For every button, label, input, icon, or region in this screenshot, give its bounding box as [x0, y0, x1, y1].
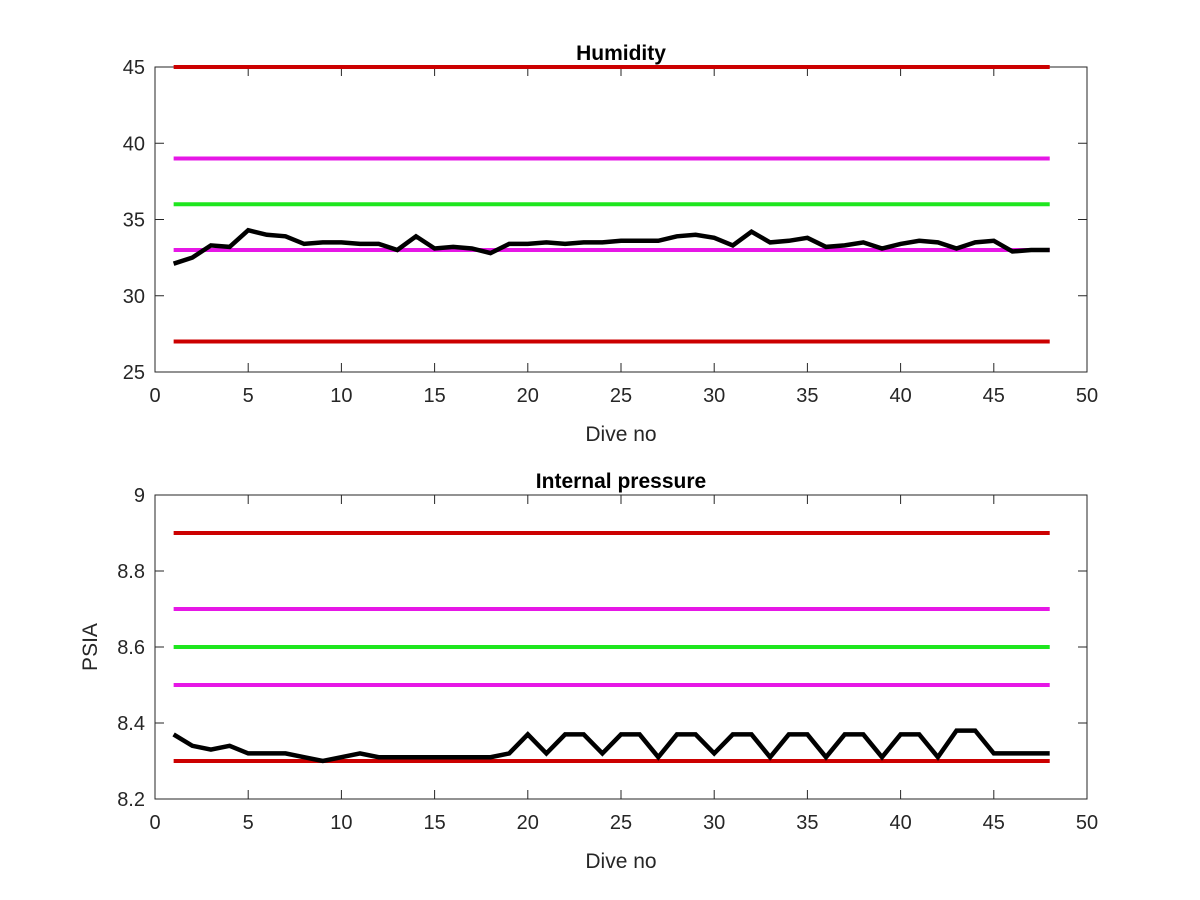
x-tick-label: 50	[1076, 385, 1098, 407]
x-tick-label: 5	[243, 812, 254, 834]
x-tick-label: 45	[983, 812, 1005, 834]
x-tick-label: 40	[889, 812, 911, 834]
x-tick-label: 40	[889, 385, 911, 407]
y-tick-label: 30	[123, 286, 145, 308]
y-tick-label: 35	[123, 210, 145, 232]
y-tick-label: 45	[123, 57, 145, 79]
x-tick-label: 10	[330, 385, 352, 407]
x-tick-label: 30	[703, 812, 725, 834]
y-tick-label: 8.4	[117, 713, 145, 735]
data-series-line	[172, 728, 1050, 764]
y-tick-label: 8.8	[117, 561, 145, 583]
x-tick-label: 35	[796, 812, 818, 834]
x-axis-label: Dive no	[585, 850, 656, 873]
y-tick-label: 40	[123, 133, 145, 155]
chart-title: Internal pressure	[536, 470, 706, 493]
y-tick-label: 9	[134, 485, 145, 507]
x-tick-label: 5	[243, 385, 254, 407]
x-tick-label: 35	[796, 385, 818, 407]
x-axis-label: Dive no	[585, 423, 656, 446]
x-tick-label: 10	[330, 812, 352, 834]
x-tick-label: 0	[149, 385, 160, 407]
x-tick-label: 0	[149, 812, 160, 834]
data-series-line	[172, 227, 1050, 266]
chart-title: Humidity	[576, 42, 666, 65]
x-tick-label: 20	[517, 812, 539, 834]
x-tick-label: 45	[983, 385, 1005, 407]
x-tick-label: 15	[423, 812, 445, 834]
x-tick-label: 50	[1076, 812, 1098, 834]
y-tick-label: 8.6	[117, 637, 145, 659]
chart-panel-2: 0 5 10 15 20 25 30 35 40 45 50 8.2 8.4 8.6 8.8 9 Interna…	[79, 470, 1098, 873]
y-axis-label: PSIA	[79, 623, 102, 671]
x-tick-label: 25	[610, 812, 632, 834]
x-tick-label: 25	[610, 385, 632, 407]
y-tick-label: 8.2	[117, 789, 145, 811]
x-tick-label: 15	[423, 385, 445, 407]
x-tick-label: 20	[517, 385, 539, 407]
y-tick-label: 25	[123, 362, 145, 384]
axes-box	[154, 66, 1088, 373]
x-tick-label: 30	[703, 385, 725, 407]
chart-panel-1: 0 5 10 15 20 25 30 35 40 45 50 25 30 35 40 45 Humidity Di…	[123, 42, 1098, 446]
